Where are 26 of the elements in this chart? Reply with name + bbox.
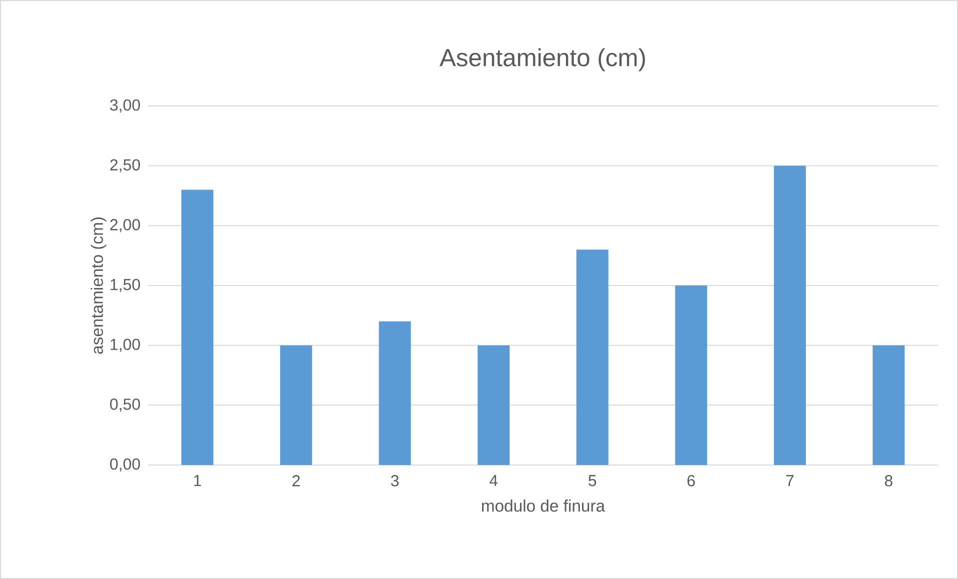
y-tick-label: 2,00	[110, 219, 140, 232]
bar	[181, 190, 214, 466]
y-tick-label: 2,50	[110, 159, 140, 172]
x-tick-label: 7	[786, 475, 794, 486]
x-tick-label: 2	[292, 475, 300, 486]
y-tick-label: 0,00	[110, 458, 140, 472]
bar	[280, 345, 312, 466]
bar	[478, 345, 510, 466]
x-tick-label: 6	[688, 475, 695, 486]
x-tick-label: 5	[588, 475, 596, 486]
x-tick-label: 1	[194, 475, 202, 486]
y-tick-label: 1,50	[110, 278, 140, 292]
x-axis-title: modulo de finura	[482, 500, 606, 512]
bar	[675, 286, 708, 466]
bar	[576, 250, 608, 466]
y-axis-title: asentamiento (cm)	[90, 218, 106, 354]
x-tick-label: 3	[391, 475, 399, 486]
x-tick-label: 4	[490, 475, 498, 486]
bar	[872, 345, 905, 466]
y-tick-label: 1,00	[110, 338, 140, 352]
x-tick-label: 8	[884, 475, 892, 486]
y-tick-label: 0,50	[110, 398, 140, 412]
chart-title: Asentamiento (cm)	[440, 48, 645, 72]
bar	[774, 166, 806, 466]
bar	[378, 321, 411, 466]
y-tick-label: 3,00	[110, 99, 140, 113]
